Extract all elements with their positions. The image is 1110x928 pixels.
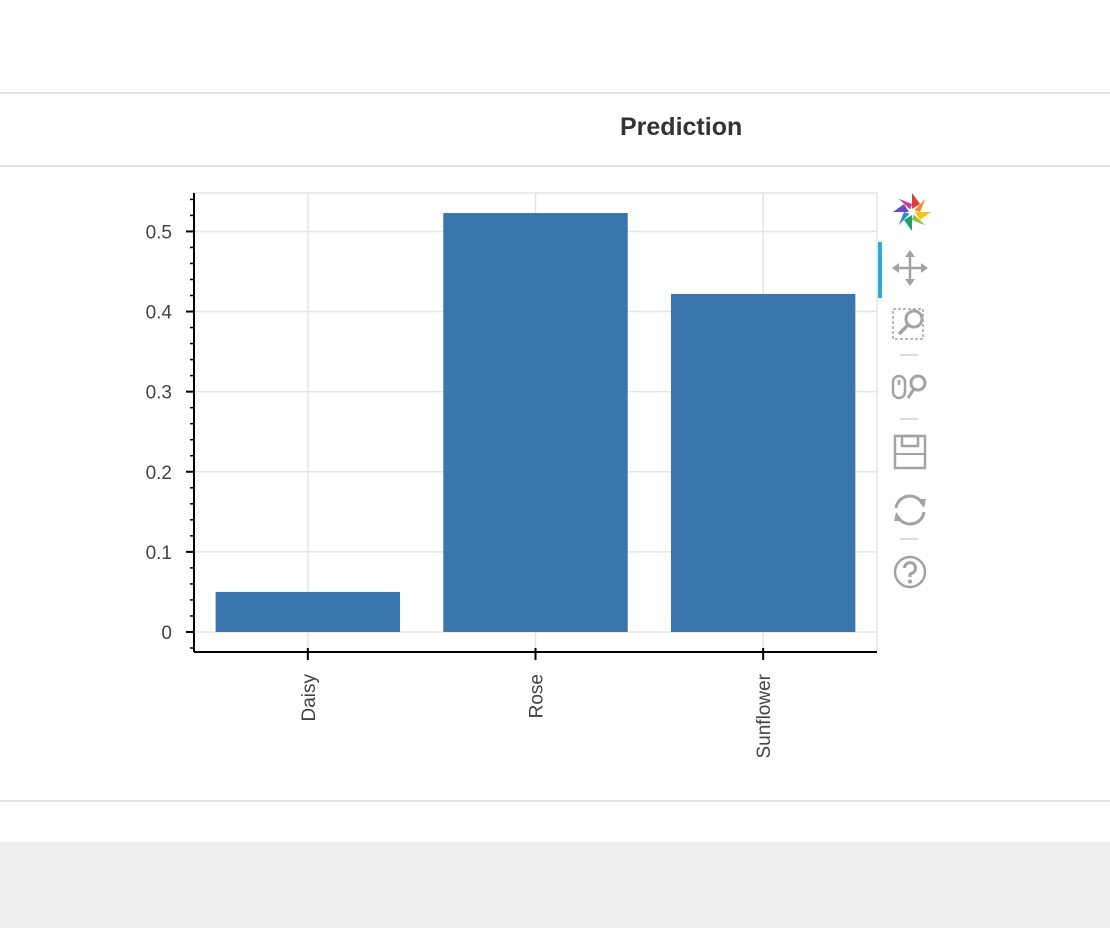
panel-title: Prediction: [620, 113, 743, 141]
wheel-zoom-icon[interactable]: [890, 368, 930, 408]
save-icon[interactable]: [890, 432, 930, 472]
y-tick-label: 0.1: [146, 543, 172, 564]
help-icon[interactable]: [890, 552, 930, 592]
bar-chart: 0 0.1 0.2 0.3 0.4 0.5 Daisy Rose Sunflower: [146, 192, 878, 759]
y-tick-label: 0: [161, 623, 172, 644]
panel-bottom-divider: [0, 800, 1110, 802]
x-tick-label: Sunflower: [754, 673, 775, 758]
box-zoom-icon[interactable]: [890, 304, 930, 344]
reset-icon[interactable]: [890, 490, 930, 530]
chart-toolbar: [878, 190, 940, 600]
bokeh-logo-icon[interactable]: [890, 190, 931, 231]
panel-header-divider: [0, 165, 1110, 167]
toolbar-separator: [900, 538, 918, 540]
x-tick-label: Daisy: [299, 674, 320, 722]
y-tick-label: 0.5: [146, 222, 172, 243]
x-tick-label: Rose: [527, 674, 548, 718]
page-footer: [0, 842, 1110, 928]
y-tick-label: 0.3: [146, 383, 172, 404]
active-tool-indicator: [878, 242, 882, 298]
panel-top-divider: [0, 92, 1110, 94]
y-tick-label: 0.2: [146, 463, 172, 484]
bar-sunflower: [670, 293, 856, 632]
y-tick-label: 0.4: [146, 303, 173, 324]
bar-daisy: [215, 591, 401, 632]
toolbar-separator: [900, 354, 918, 356]
toolbar-separator: [900, 418, 918, 420]
pan-icon[interactable]: [890, 248, 930, 288]
bar-rose: [443, 213, 628, 632]
